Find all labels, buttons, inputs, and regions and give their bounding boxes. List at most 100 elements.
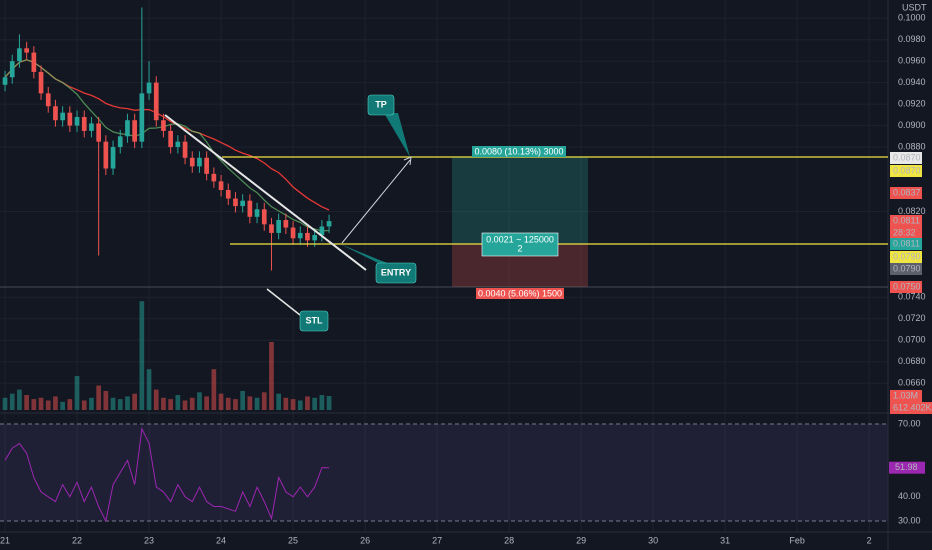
rsi-line bbox=[4, 427, 330, 523]
volume-bar bbox=[2, 397, 8, 410]
candle-body bbox=[305, 232, 310, 241]
candle-body bbox=[175, 141, 181, 148]
rsi-tick-label: 40.00 bbox=[898, 491, 921, 501]
candle-body bbox=[312, 235, 318, 241]
price-tag: 0.0837 bbox=[893, 187, 921, 197]
candle-body bbox=[161, 120, 166, 131]
price-tag: 0.0811 bbox=[893, 238, 920, 248]
volume-bar bbox=[312, 397, 318, 410]
volume-bar bbox=[153, 389, 159, 410]
x-tick-label: 27 bbox=[432, 535, 442, 545]
volume-bar bbox=[146, 369, 152, 410]
x-tick-label: Feb bbox=[789, 535, 805, 545]
candle-body bbox=[31, 52, 37, 72]
volume-bar bbox=[211, 369, 217, 410]
stl-pointer bbox=[266, 288, 301, 316]
candle-body bbox=[197, 157, 202, 167]
moving-average bbox=[4, 59, 330, 232]
candle-body bbox=[110, 147, 116, 169]
volume-bar bbox=[60, 401, 65, 410]
volume-bar bbox=[197, 392, 202, 410]
volume-bar bbox=[67, 399, 73, 410]
volume-bar bbox=[182, 400, 188, 410]
candle-body bbox=[74, 116, 80, 126]
price-tag: 0.0870 bbox=[893, 152, 921, 162]
candle-body bbox=[53, 106, 58, 121]
tp-text: TP bbox=[375, 99, 387, 109]
trend-line bbox=[164, 114, 367, 271]
volume-bar bbox=[269, 342, 274, 410]
volume-bar bbox=[261, 392, 267, 410]
price-tag: 0.0790 bbox=[893, 251, 921, 261]
candle-body bbox=[189, 157, 195, 167]
volume-bar bbox=[74, 376, 80, 410]
volume-bar bbox=[161, 397, 166, 410]
x-tick-label: 28 bbox=[504, 535, 514, 545]
volume-bar bbox=[53, 396, 58, 410]
stl-callout: STL bbox=[299, 310, 329, 332]
entry-callout: ENTRY bbox=[340, 244, 417, 284]
projection-arrow bbox=[341, 159, 411, 244]
y-tick-label: 0.0660 bbox=[898, 378, 926, 388]
volume-bar bbox=[17, 389, 22, 410]
x-tick-label: 31 bbox=[720, 535, 730, 545]
volume-bar bbox=[110, 397, 116, 410]
volume-bar bbox=[24, 395, 29, 410]
volume-bar bbox=[225, 397, 231, 410]
candle-body bbox=[269, 224, 274, 233]
price-tag-bg bbox=[890, 152, 922, 164]
rsi-tick-label: 70.00 bbox=[898, 418, 921, 428]
price-unit: USDT bbox=[902, 2, 927, 12]
y-tick-label: 0.0920 bbox=[898, 98, 926, 108]
price-tag: 612.402K bbox=[893, 402, 932, 412]
volume-bar bbox=[31, 399, 37, 410]
arrow-head bbox=[403, 156, 412, 166]
candle-body bbox=[60, 112, 65, 121]
candle-body bbox=[117, 136, 123, 148]
price-tag-bg bbox=[890, 251, 922, 263]
volume-bar bbox=[290, 399, 296, 410]
x-tick-label: 26 bbox=[360, 535, 370, 545]
center-text: 0.0021 ~ 125000 bbox=[486, 234, 554, 244]
y-tick-label: 0.0900 bbox=[898, 120, 926, 130]
volume-bar bbox=[175, 395, 181, 410]
x-tick-label: 2 bbox=[867, 535, 872, 545]
rsi-tag: 51.98 bbox=[895, 462, 918, 472]
candle-body bbox=[153, 82, 159, 121]
candle-body bbox=[283, 220, 289, 228]
entry-text: ENTRY bbox=[381, 267, 411, 277]
candle-body bbox=[254, 209, 260, 217]
y-tick-label: 0.0720 bbox=[898, 313, 926, 323]
volume-bar bbox=[45, 400, 51, 410]
candle-body bbox=[233, 198, 238, 207]
candle-body bbox=[38, 71, 44, 94]
y-tick-label: 0.1000 bbox=[898, 13, 926, 23]
volume-bar bbox=[189, 397, 195, 410]
y-tick-label: 0.0980 bbox=[898, 34, 926, 44]
rsi-band bbox=[0, 424, 888, 521]
volume-bar bbox=[240, 390, 246, 410]
candle-body bbox=[290, 227, 296, 239]
price-tag-bg bbox=[890, 227, 922, 239]
price-tag-bg bbox=[890, 263, 922, 275]
price-tag: 0.0750 bbox=[893, 281, 921, 291]
candle-body bbox=[2, 77, 8, 85]
candle-body bbox=[139, 93, 145, 142]
candle-body bbox=[103, 141, 109, 169]
candle-body bbox=[81, 116, 87, 131]
target-zone bbox=[452, 157, 588, 244]
y-tick-label: 0.0940 bbox=[898, 77, 926, 87]
volume-bar bbox=[297, 400, 303, 410]
volume-bar bbox=[254, 397, 260, 410]
candle-body bbox=[24, 48, 29, 53]
y-tick-label: 0.0740 bbox=[898, 292, 926, 302]
stop-label: 0.0040 (5.06%) 1500 bbox=[476, 288, 564, 299]
stl-text: STL bbox=[306, 315, 324, 325]
rsi-tick-label: 30.00 bbox=[898, 515, 921, 525]
tp-callout: TP bbox=[367, 94, 410, 157]
price-tag-bg bbox=[890, 165, 922, 177]
x-tick-label: 25 bbox=[288, 535, 298, 545]
volume-bar bbox=[139, 301, 145, 410]
